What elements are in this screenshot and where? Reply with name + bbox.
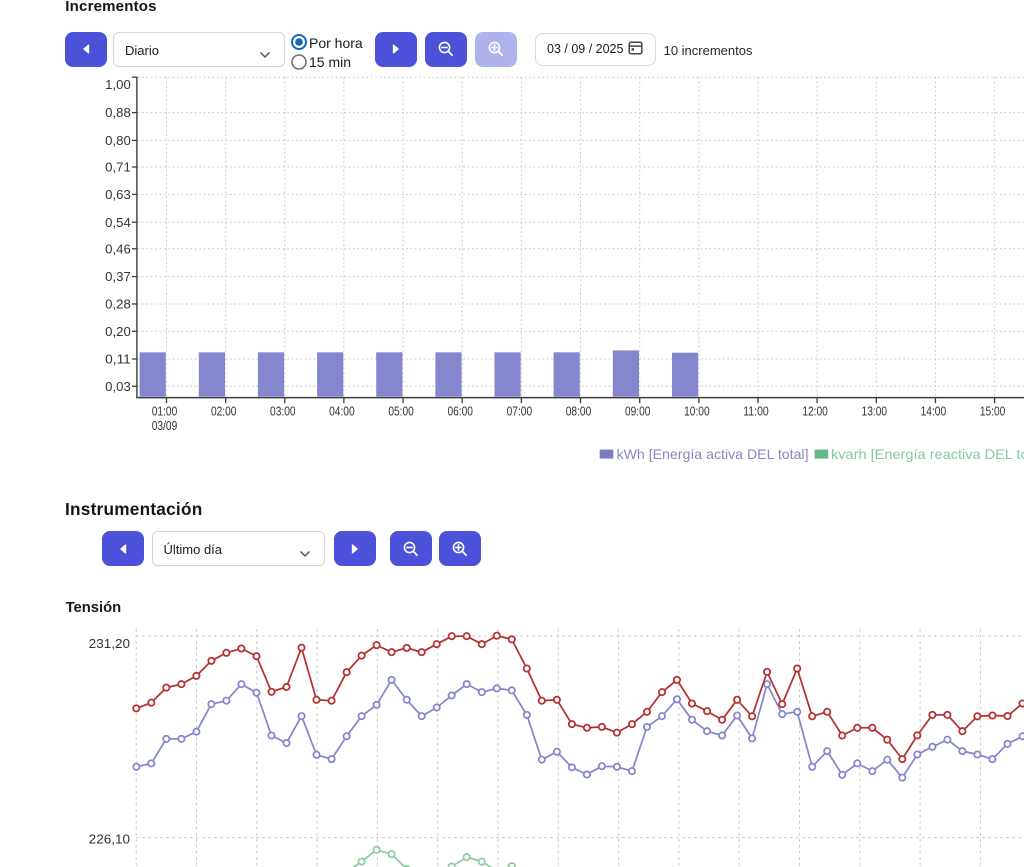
svg-text:0,37: 0,37 <box>105 269 131 284</box>
svg-text:11:00: 11:00 <box>743 403 769 418</box>
svg-text:0,28: 0,28 <box>105 297 131 312</box>
svg-text:0,20: 0,20 <box>105 324 131 339</box>
svg-text:0,80: 0,80 <box>105 133 131 148</box>
svg-text:02:00: 02:00 <box>211 403 237 418</box>
svg-text:0,11: 0,11 <box>105 352 131 367</box>
svg-text:08:00: 08:00 <box>566 403 592 418</box>
svg-text:01:00: 01:00 <box>152 403 178 418</box>
svg-text:0,88: 0,88 <box>105 105 131 120</box>
svg-text:0,46: 0,46 <box>105 241 131 256</box>
svg-text:0,71: 0,71 <box>105 160 131 175</box>
svg-text:226,10: 226,10 <box>89 831 130 846</box>
svg-text:13:00: 13:00 <box>862 403 888 418</box>
svg-text:05:00: 05:00 <box>388 403 414 418</box>
svg-text:04:00: 04:00 <box>329 403 355 418</box>
svg-text:10:00: 10:00 <box>684 403 710 418</box>
svg-text:12:00: 12:00 <box>802 403 828 418</box>
svg-text:06:00: 06:00 <box>447 403 473 418</box>
svg-text:09:00: 09:00 <box>625 403 651 418</box>
svg-text:14:00: 14:00 <box>921 403 947 418</box>
svg-text:231,20: 231,20 <box>89 636 130 651</box>
svg-text:03/09: 03/09 <box>152 418 178 433</box>
svg-text:kWh [Energía activa DEL total]: kWh [Energía activa DEL total] <box>617 446 809 462</box>
svg-text:0,54: 0,54 <box>105 215 131 230</box>
svg-text:0,63: 0,63 <box>105 187 131 202</box>
svg-text:03:00: 03:00 <box>270 403 296 418</box>
svg-text:1,00: 1,00 <box>105 77 131 92</box>
svg-text:0,03: 0,03 <box>105 379 131 394</box>
svg-text:15:00: 15:00 <box>980 403 1006 418</box>
svg-text:kvarh [Energía reactiva DEL to: kvarh [Energía reactiva DEL total] <box>831 446 1024 462</box>
svg-text:07:00: 07:00 <box>507 403 533 418</box>
